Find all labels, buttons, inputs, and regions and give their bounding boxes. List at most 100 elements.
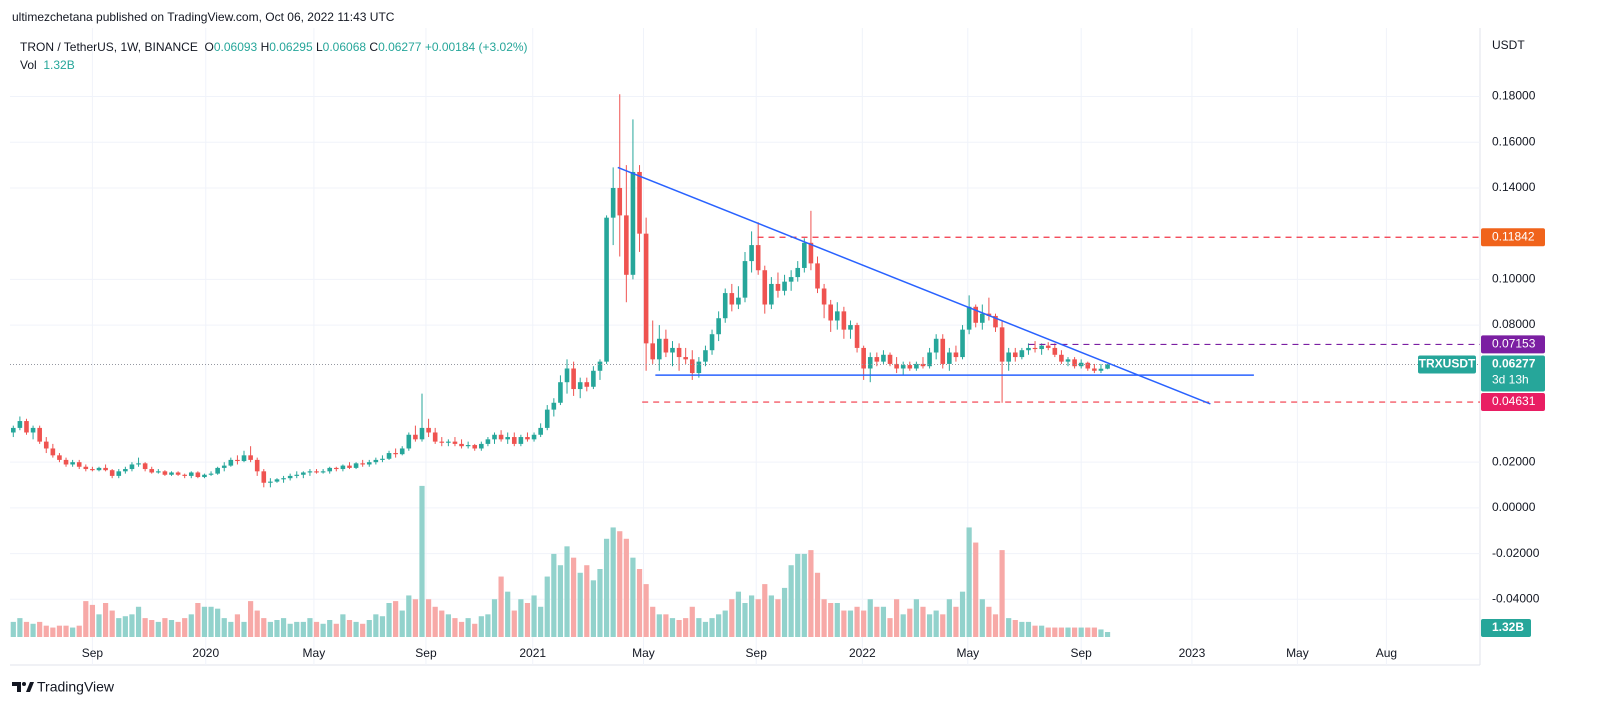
volume-bar (17, 618, 23, 637)
candle-body (867, 357, 873, 369)
volume-bar (920, 606, 926, 637)
candle-body (1092, 368, 1097, 371)
volume-bar (261, 618, 267, 637)
volume-bar (1104, 632, 1111, 637)
volume-bar (808, 550, 814, 637)
candle-body (24, 421, 29, 433)
volume-bar (1012, 620, 1018, 637)
candle-body (933, 338, 939, 353)
volume-bar (775, 599, 781, 637)
candle-body (294, 474, 300, 476)
candle-body (96, 467, 102, 471)
candle-body (373, 459, 379, 463)
volume-bar (518, 599, 524, 637)
volume-bar (208, 606, 214, 637)
tv-logo (12, 682, 34, 692)
volume-bar (643, 584, 649, 637)
candle-body (254, 459, 260, 472)
candle-body (597, 361, 603, 371)
candle-body (993, 315, 998, 328)
candle-body (419, 427, 425, 440)
volume-bar (577, 572, 583, 637)
volume-bar (735, 591, 742, 637)
candle-body (531, 434, 537, 440)
volume-bar (221, 618, 227, 637)
volume-bar (37, 621, 43, 637)
volume-bar (992, 614, 999, 637)
candle-body (980, 313, 985, 323)
candle-body (643, 233, 649, 344)
footer-brand: TradingView (37, 679, 115, 695)
volume-bar (867, 599, 873, 637)
candle-body (564, 368, 570, 383)
candle-body (386, 453, 392, 459)
volume-bar (168, 620, 175, 637)
candle-body (63, 459, 69, 465)
candle-body (927, 352, 932, 367)
candle-body (208, 473, 214, 475)
volume-bar (458, 621, 465, 637)
x-tick-label: 2020 (192, 646, 219, 660)
volume-bar (76, 625, 82, 637)
candle-body (353, 463, 359, 468)
candle-body (762, 270, 768, 305)
candle-body (116, 471, 122, 476)
candle-body (947, 352, 952, 364)
candle-body (788, 277, 794, 282)
volume-bar (412, 599, 419, 637)
candle-body (1039, 345, 1044, 350)
volume-bar (834, 603, 840, 637)
candle-body (175, 472, 181, 475)
volume-bar (248, 601, 254, 637)
volume-bar (755, 599, 761, 637)
candle-body (881, 354, 886, 362)
candle-body (366, 462, 372, 465)
candle-body (696, 361, 702, 374)
candle-body (149, 469, 155, 473)
volume-bar (142, 618, 148, 637)
volume-bar (874, 606, 880, 637)
volume-bar (1039, 625, 1045, 637)
volume-bar (149, 620, 155, 637)
candle-body (76, 462, 82, 467)
volume-bar (30, 623, 36, 637)
candle-body (169, 472, 174, 475)
x-tick-label: 2023 (1179, 646, 1206, 660)
volume-bar (551, 553, 557, 637)
candle-body (109, 470, 115, 476)
candle-body (360, 463, 365, 465)
candle-body (525, 437, 530, 440)
candle-body (413, 434, 418, 440)
candle-body (301, 472, 306, 475)
volume-bar (201, 606, 208, 637)
volume-bar (524, 603, 531, 637)
volume-bar (636, 569, 643, 637)
candle-body (670, 347, 675, 353)
candle-body (630, 171, 636, 275)
ohlc-key: H (260, 40, 270, 54)
volume-bar (900, 614, 906, 637)
volume-bar (195, 603, 201, 637)
candle-body (142, 463, 148, 470)
volume-bar (155, 621, 161, 637)
candle-body (571, 368, 576, 390)
volume-bar (814, 572, 821, 637)
volume-bar (979, 599, 985, 637)
volume-bar (280, 618, 287, 637)
volume-bar (847, 610, 854, 637)
volume-bar (1078, 627, 1084, 637)
price-badge (1481, 228, 1545, 247)
volume-bar (748, 595, 755, 637)
volume-bar (676, 620, 682, 637)
volume-bar (287, 623, 293, 637)
volume-bar (669, 618, 676, 637)
volume-bar (959, 591, 966, 637)
price-badge-label: 0.07153 (1492, 337, 1536, 351)
volume-bar (307, 618, 313, 637)
volume-bar (122, 616, 128, 637)
candle-body (1026, 347, 1031, 351)
x-tick-label: May (1286, 646, 1309, 660)
candle-body (37, 427, 42, 442)
candle-body (999, 327, 1005, 362)
